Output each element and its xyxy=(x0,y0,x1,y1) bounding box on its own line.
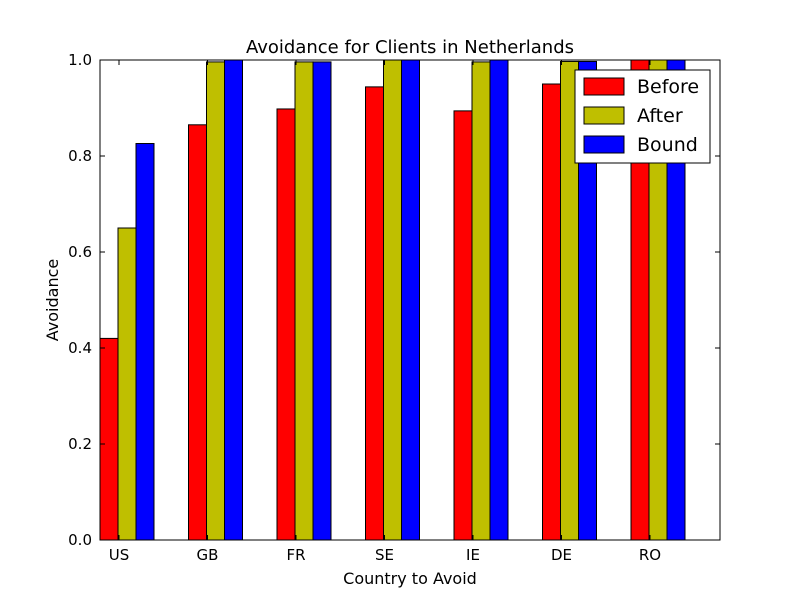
x-tick-label: IE xyxy=(466,546,480,564)
bar-before-se xyxy=(365,86,384,541)
axes-layer: 0.0 0.2 0.4 0.6 0.8 1.0 US GB FR SE IE DE RO xyxy=(68,51,721,564)
bars-layer xyxy=(99,59,686,541)
bar-before-us xyxy=(99,337,119,541)
legend-label-before: Before xyxy=(637,76,699,98)
y-tick-label: 0.0 xyxy=(68,531,92,549)
bar-before-de xyxy=(542,83,561,541)
y-tick-label: 0.2 xyxy=(68,435,92,453)
bar-before-ie xyxy=(453,110,473,541)
x-tick-label: US xyxy=(109,546,130,564)
legend-swatch-before xyxy=(583,77,625,96)
legend-label-after: After xyxy=(637,105,683,127)
bar-bound-us xyxy=(135,143,155,541)
bar-bound-gb xyxy=(224,59,243,541)
bar-bound-fr xyxy=(312,61,332,541)
legend-swatch-bound xyxy=(583,135,625,154)
x-tick-label: RO xyxy=(639,546,661,564)
plot-frame xyxy=(99,59,721,541)
x-tick-label: SE xyxy=(375,546,394,564)
x-tick-label: FR xyxy=(286,546,305,564)
x-tick-label: DE xyxy=(551,546,572,564)
x-axis-label: Country to Avoid xyxy=(343,569,477,588)
bar-after-fr xyxy=(294,61,314,541)
legend: Before After Bound xyxy=(574,69,711,164)
legend-label-bound: Bound xyxy=(637,134,698,156)
bar-after-us xyxy=(117,227,137,541)
y-tick-label: 0.4 xyxy=(68,339,92,357)
bar-after-ie xyxy=(471,61,491,541)
x-tick-label: GB xyxy=(197,546,219,564)
bar-after-gb xyxy=(206,61,225,541)
legend-swatch-after xyxy=(583,106,625,125)
y-tick-label: 0.8 xyxy=(68,147,92,165)
y-tick-label: 0.6 xyxy=(68,243,92,261)
bar-bound-se xyxy=(401,59,420,541)
chart-title: Avoidance for Clients in Netherlands xyxy=(246,37,574,58)
bar-before-gb xyxy=(188,124,207,541)
y-axis-label: Avoidance xyxy=(43,259,62,341)
y-tick-label: 1.0 xyxy=(68,51,92,69)
bar-after-se xyxy=(383,59,402,541)
bar-before-fr xyxy=(276,108,296,541)
bar-bound-ie xyxy=(489,59,509,541)
